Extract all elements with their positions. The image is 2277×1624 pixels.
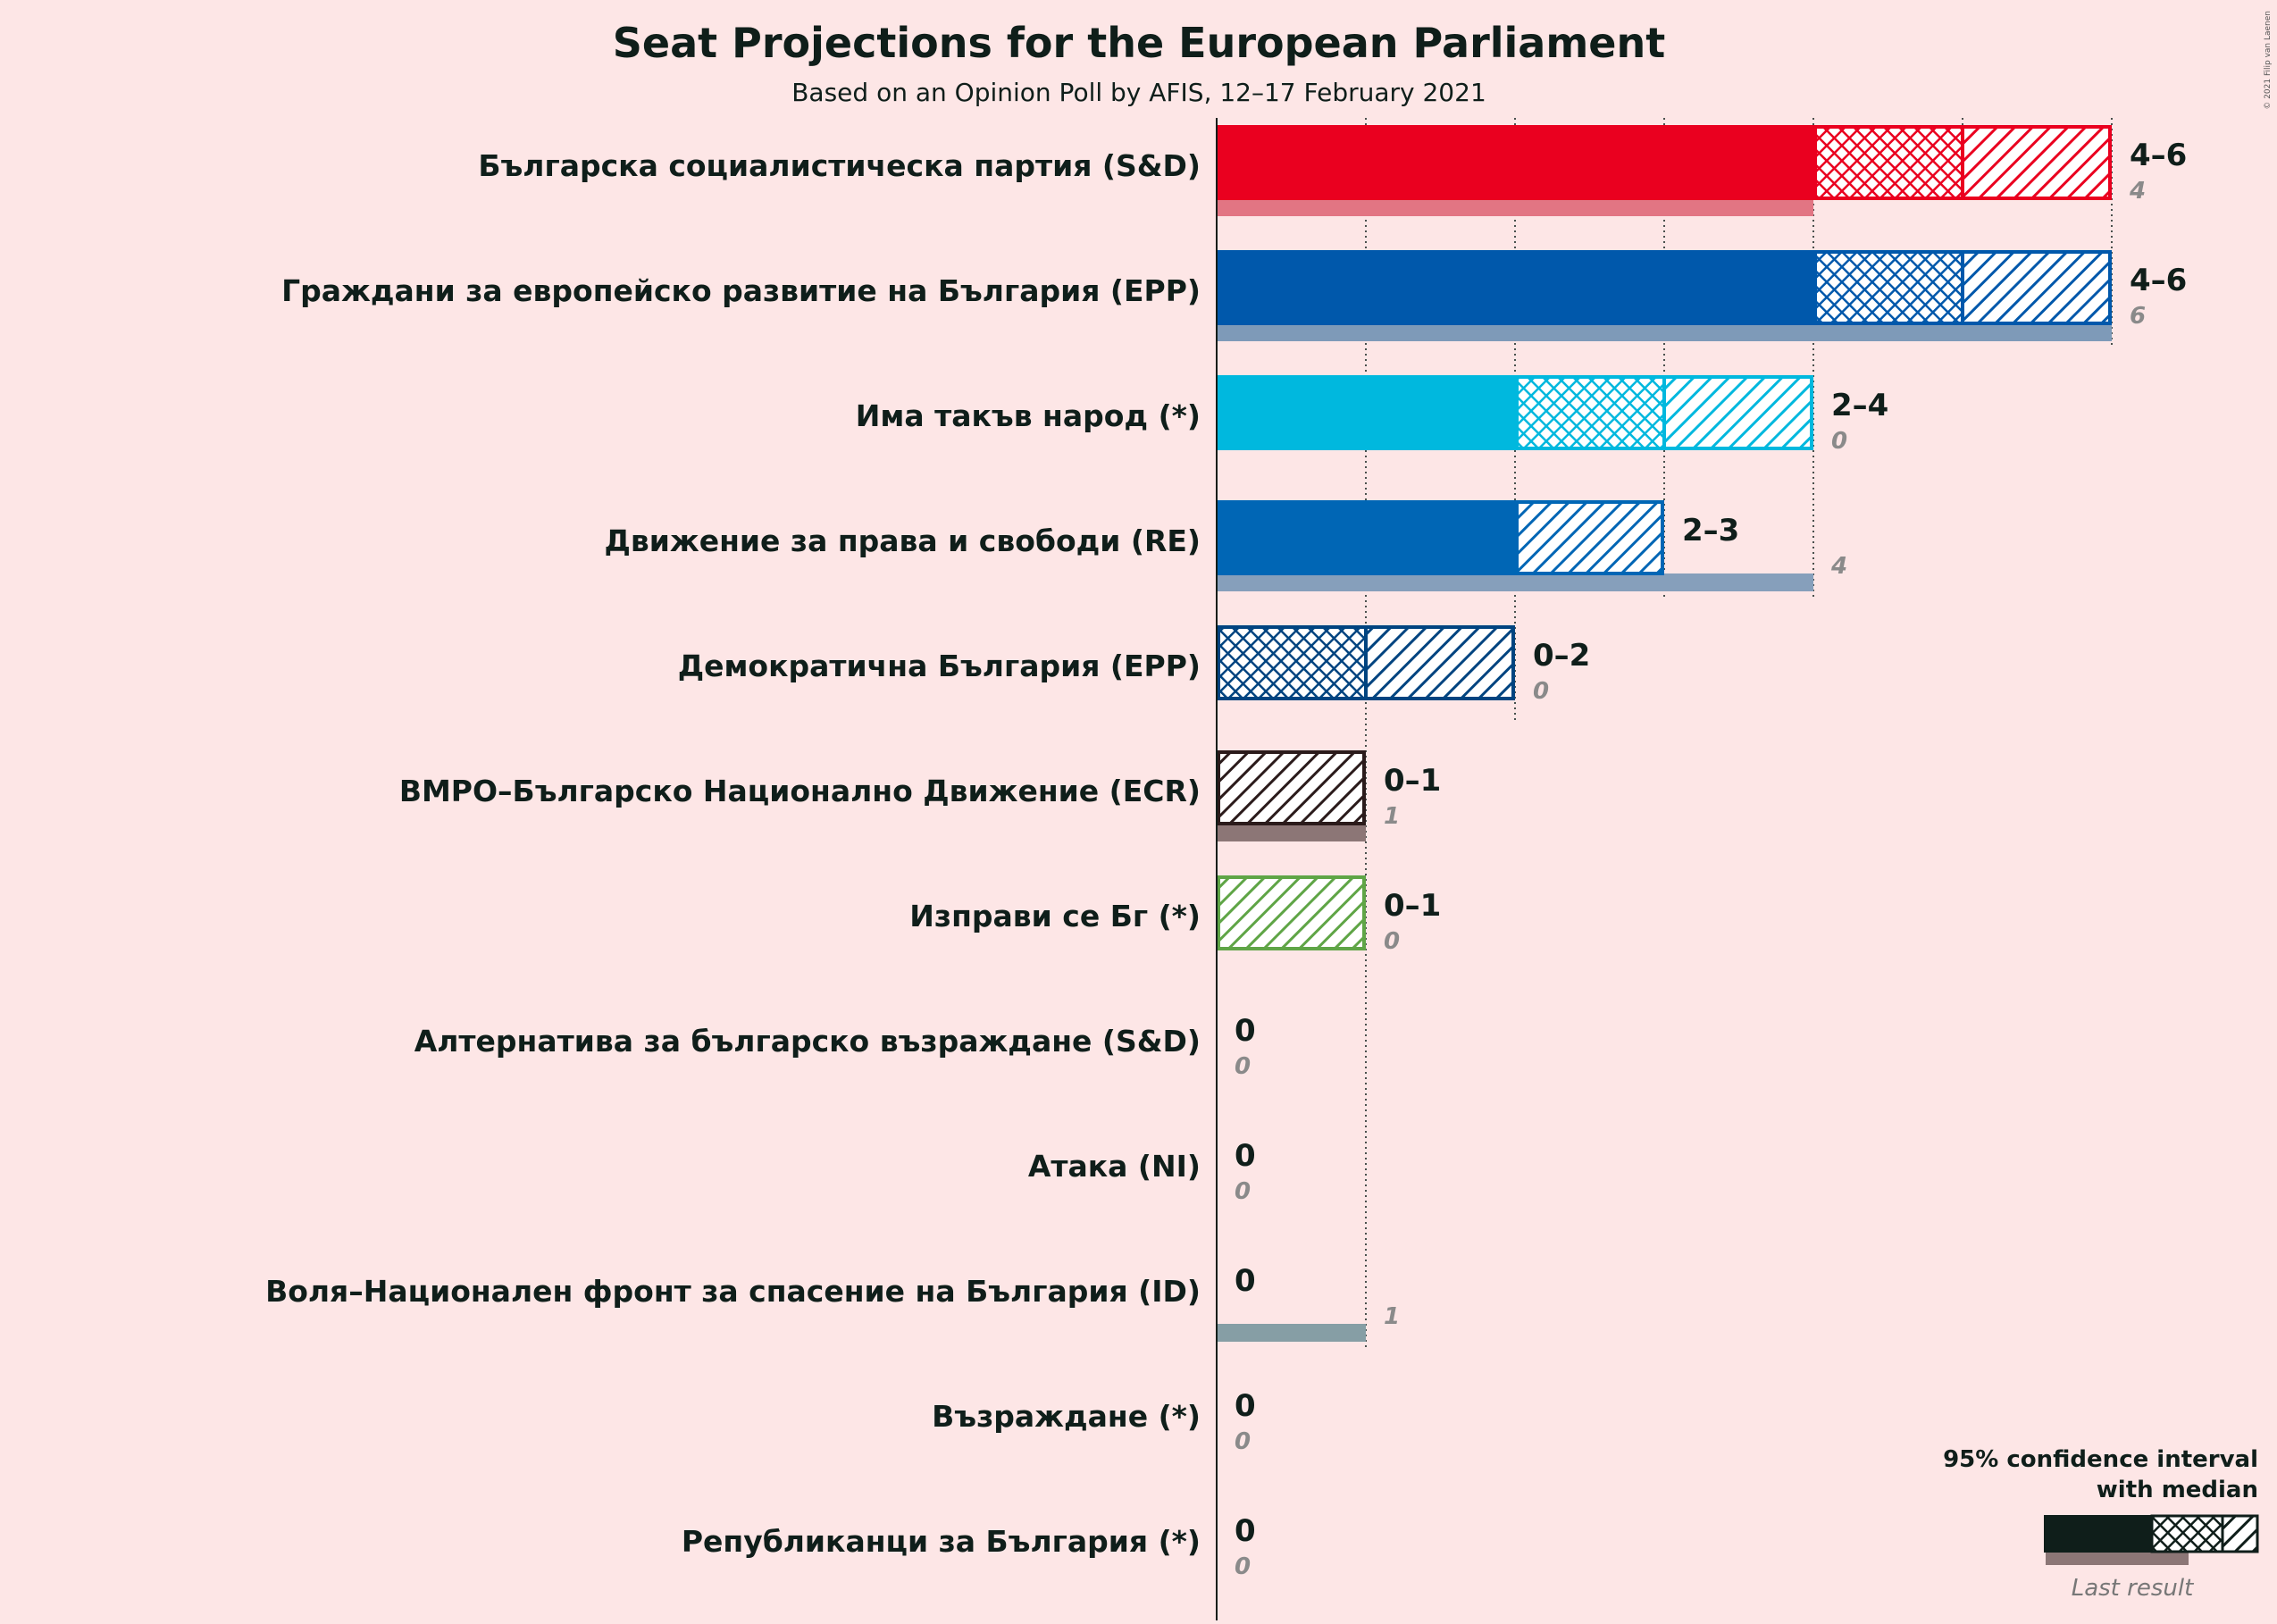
ci-hatch-bar — [1366, 625, 1515, 700]
party-label: Републиканци за България (*) — [682, 1524, 1201, 1559]
ci-crosshatch-bar — [1515, 375, 1664, 450]
party-rows: Българска социалистическа партия (S&D) 4–… — [265, 125, 2187, 1580]
range-label: 4–6 — [2130, 138, 2187, 173]
party-label: Движение за права и свободи (RE) — [605, 523, 1201, 558]
ci-hatch-bar — [1217, 875, 1366, 950]
last-result-label: 4 — [1830, 553, 1847, 580]
last-result-label: 0 — [1235, 1053, 1251, 1080]
range-label: 0 — [1235, 1138, 1256, 1174]
legend-crosshatch-bar — [2151, 1515, 2223, 1553]
ci-crosshatch-bar — [1813, 250, 1963, 325]
party-row: Граждани за европейско развитие на Бълга… — [281, 250, 2187, 341]
last-result-bar — [1217, 198, 1813, 216]
range-label: 0 — [1235, 1513, 1256, 1549]
last-result-label: 0 — [1235, 1428, 1251, 1455]
ci-crosshatch-bar — [1217, 625, 1366, 700]
range-label: 4–6 — [2130, 263, 2187, 298]
party-row: Движение за права и свободи (RE) 2–3 4 — [605, 500, 1847, 591]
party-label: Изправи се Бг (*) — [909, 899, 1201, 933]
last-result-label: 0 — [1831, 428, 1847, 455]
party-row: Възраждане (*) 0 0 — [932, 1388, 1256, 1455]
range-label: 0–2 — [1533, 638, 1590, 674]
party-row: Изправи се Бг (*) 0–1 0 — [909, 875, 1441, 955]
last-result-label: 4 — [2129, 178, 2146, 205]
last-result-label: 1 — [1384, 1303, 1400, 1330]
range-label: 2–4 — [1831, 388, 1888, 423]
legend-hatch-bar — [2223, 1515, 2258, 1553]
party-row: Алтернатива за българско възраждане (S&D… — [414, 1013, 1256, 1080]
ci-frame — [1217, 875, 1366, 950]
legend: 95% confidence interval with median Last… — [1943, 1446, 2259, 1602]
last-result-bar — [1217, 323, 2112, 341]
party-label: Алтернатива за българско възраждане (S&D… — [414, 1024, 1201, 1059]
ci-solid-bar — [1217, 250, 1813, 325]
ci-crosshatch-bar — [1813, 125, 1963, 200]
party-label: Демократична България (EPP) — [678, 649, 1201, 683]
last-result-bar — [1217, 1324, 1366, 1342]
last-result-label: 0 — [1235, 1178, 1251, 1205]
last-result-label: 6 — [2130, 303, 2146, 330]
ci-hatch-bar — [1963, 125, 2112, 200]
ci-hatch-bar — [1515, 500, 1664, 575]
ci-solid-bar — [1217, 500, 1515, 575]
party-row: Атака (NI) 0 0 — [1028, 1138, 1256, 1205]
party-row: Републиканци за България (*) 0 0 — [682, 1513, 1256, 1580]
ci-solid-bar — [1217, 375, 1515, 450]
last-result-bar — [1217, 573, 1813, 591]
last-result-label: 0 — [1533, 678, 1549, 705]
ci-hatch-bar — [1664, 375, 1813, 450]
party-label: Възраждане (*) — [932, 1399, 1201, 1434]
last-result-label: 0 — [1235, 1553, 1251, 1580]
party-label: Българска социалистическа партия (S&D) — [478, 148, 1201, 183]
party-label: Има такъв народ (*) — [856, 398, 1201, 433]
range-label: 0 — [1235, 1013, 1256, 1049]
last-result-label: 0 — [1384, 928, 1400, 955]
range-label: 2–3 — [1682, 513, 1739, 548]
range-label: 0 — [1235, 1263, 1256, 1299]
ci-hatch-bar — [1217, 750, 1366, 825]
range-label: 0–1 — [1384, 763, 1441, 799]
party-row: Воля–Национален фронт за спасение на Бъл… — [265, 1263, 1400, 1342]
party-label: Атака (NI) — [1028, 1149, 1201, 1184]
legend-title-line1: 95% confidence interval — [1943, 1446, 2258, 1473]
last-result-label: 1 — [1384, 803, 1400, 830]
ci-solid-bar — [1217, 125, 1813, 200]
legend-solid-bar — [2044, 1515, 2151, 1553]
party-row: ВМРО–Българско Национално Движение (ECR)… — [399, 750, 1441, 841]
party-row: Има такъв народ (*) 2–4 0 — [856, 375, 1888, 455]
ci-hatch-bar — [1963, 250, 2112, 325]
party-row: Българска социалистическа партия (S&D) 4–… — [478, 125, 2187, 216]
legend-frame — [2150, 1514, 2259, 1553]
party-label: Воля–Национален фронт за спасение на Бъл… — [265, 1274, 1201, 1309]
ci-frame — [1217, 750, 1366, 825]
range-label: 0–1 — [1384, 888, 1441, 924]
party-row: Демократична България (EPP) 0–2 0 — [678, 625, 1590, 705]
range-label: 0 — [1235, 1388, 1256, 1424]
last-result-bar — [1217, 824, 1366, 841]
legend-title-line2: with median — [2097, 1477, 2258, 1503]
chart-subtitle: Based on an Opinion Poll by AFIS, 12–17 … — [791, 78, 1486, 107]
party-label: Граждани за европейско развитие на Бълга… — [281, 273, 1201, 308]
copyright-notice: © 2021 Filip van Laenen — [2264, 11, 2273, 110]
chart-title: Seat Projections for the European Parlia… — [613, 19, 1665, 67]
party-label: ВМРО–Българско Национално Движение (ECR) — [399, 774, 1201, 808]
legend-last-result-label: Last result — [2072, 1575, 2194, 1602]
